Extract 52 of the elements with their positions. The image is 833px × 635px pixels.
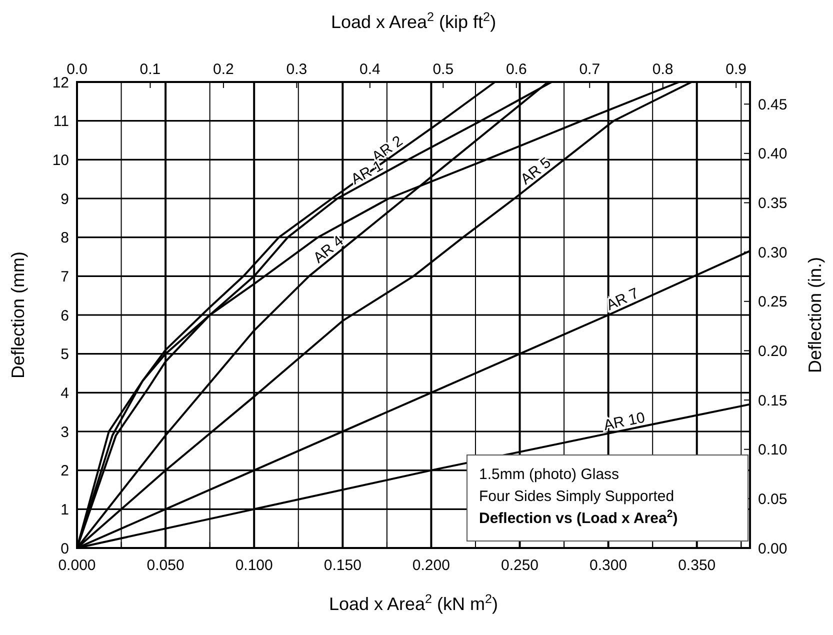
y-tick-label: 2 — [60, 462, 69, 480]
x2-tick-label: 0.2 — [213, 61, 234, 78]
x2-tick-label: 0.8 — [652, 61, 674, 78]
y-tick-label: 4 — [60, 384, 69, 402]
x-tick-label: 0.100 — [235, 557, 273, 574]
y-tick-label: 3 — [60, 424, 69, 441]
annotation: Four Sides Simply Supported — [479, 488, 674, 505]
x-axis-title: Load x Area$^{2}$ (kN m$^{2}$) — [328, 592, 498, 614]
x-tick-label: 0.300 — [590, 557, 628, 574]
x2-tick-label: 0.9 — [726, 61, 747, 78]
annotation: Deflection vs (Load x Area$^{2}$) — [479, 508, 678, 527]
x-tick-label: 0.150 — [324, 557, 362, 574]
x-tick-label: 0.000 — [58, 557, 96, 574]
y2-tick-label: 0.00 — [758, 540, 788, 558]
y-tick-label: 8 — [60, 230, 69, 247]
y-tick-label: 6 — [60, 307, 69, 324]
x2-axis-title: Load x Area$^{2}$ (kip ft$^{2}$) — [330, 10, 496, 32]
y-tick-label: 7 — [60, 268, 69, 286]
y-tick-label: 0 — [60, 540, 69, 558]
x2-tick-label: 0.3 — [286, 61, 308, 78]
y-tick-label: 1 — [60, 501, 69, 518]
y2-tick-label: 0.40 — [758, 146, 788, 163]
text-box: 1.5mm (photo) Glass Four Sides Simply Supported Deflection vs (Load x Area$^{2}$) — [466, 454, 748, 542]
text: AR 7 — [604, 284, 642, 314]
y2-axis-title: Deflection (in.) — [805, 256, 825, 374]
x2-tick-label: 0.5 — [432, 61, 454, 78]
x-tick-label: 0.200 — [412, 557, 450, 574]
y-tick-label: 12 — [52, 74, 69, 92]
x-tick-label: 0.250 — [500, 557, 539, 574]
x2-tick-label: 0.1 — [140, 61, 161, 78]
x2-tick-label: 0.7 — [579, 61, 600, 78]
x2-tick-label: 0.4 — [359, 61, 380, 78]
annotation: 1.5mm (photo) Glass — [479, 466, 620, 483]
x2-tick-label: 0.0 — [66, 61, 88, 78]
y2-tick-label: 0.15 — [758, 392, 788, 410]
y2-tick-label: 0.10 — [758, 442, 788, 459]
y2-tick-label: 0.35 — [758, 194, 788, 212]
y2-tick-label: 0.30 — [758, 244, 788, 262]
text: AR 5 — [518, 154, 554, 188]
y-tick-label: 11 — [53, 113, 69, 130]
y2-tick-label: 0.25 — [758, 294, 788, 311]
x-tick-label: 0.350 — [678, 557, 716, 574]
y-axis-title: Deflection (mm) — [8, 251, 28, 379]
y2-tick-label: 0.20 — [758, 342, 788, 360]
y-tick-label: 10 — [52, 152, 69, 169]
x-tick-label: 0.050 — [146, 557, 184, 574]
y-tick-label: 9 — [60, 190, 69, 208]
x2-tick-label: 0.6 — [506, 61, 527, 78]
y2-tick-label: 0.05 — [758, 490, 788, 508]
text: AR 10 — [602, 409, 646, 434]
y2-tick-label: 0.45 — [758, 96, 788, 114]
y-tick-label: 5 — [60, 346, 69, 364]
